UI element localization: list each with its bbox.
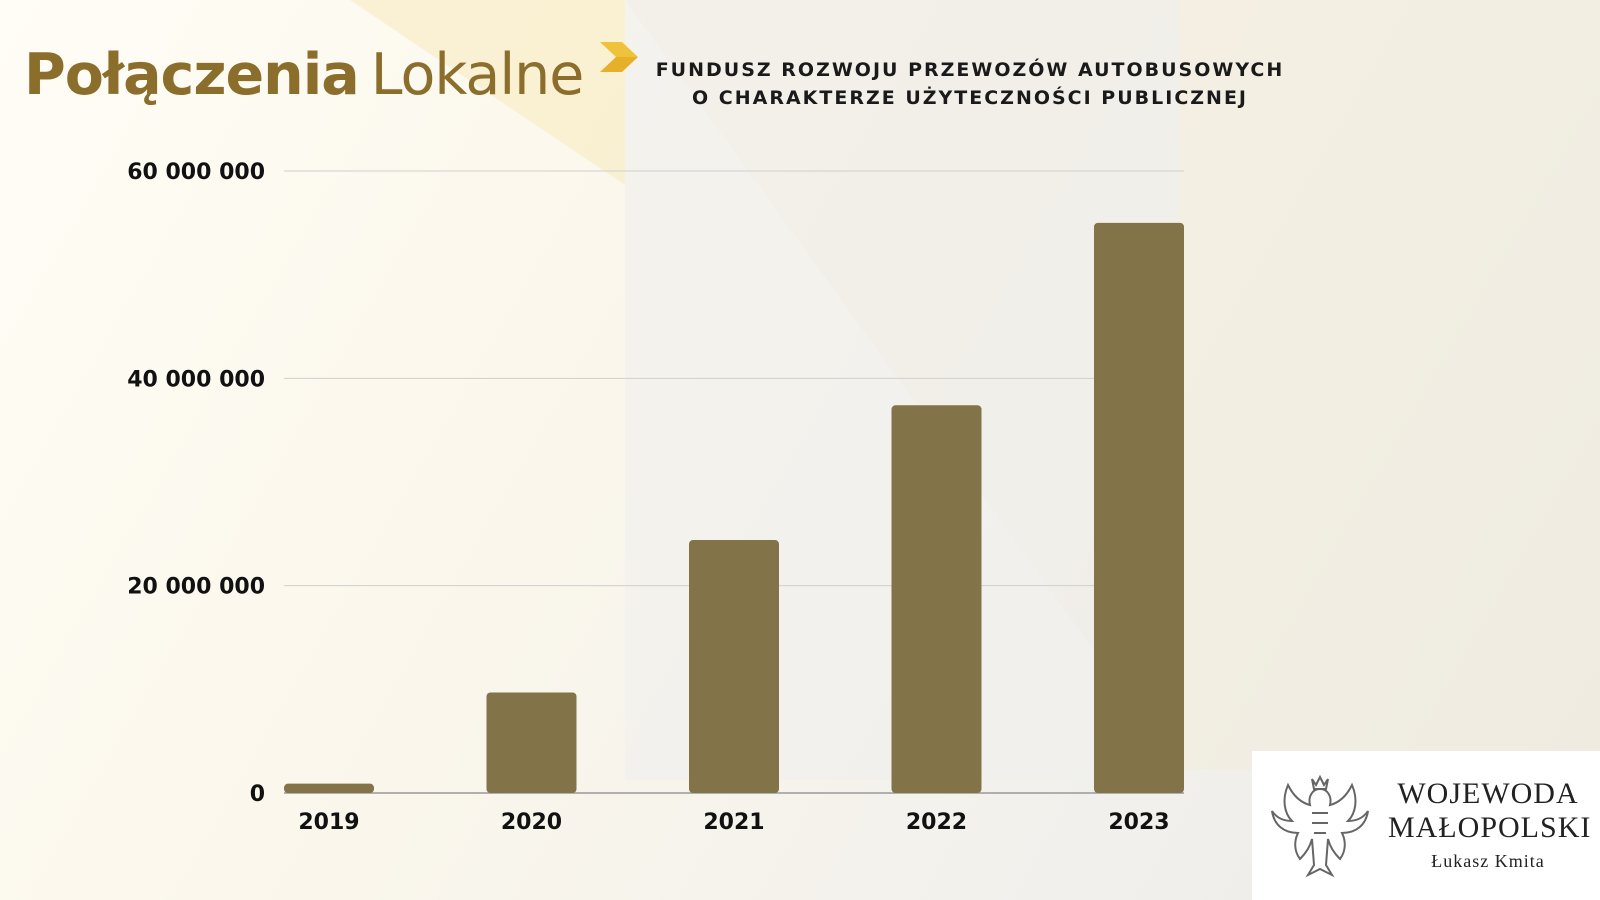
x-tick-label: 2021 bbox=[703, 810, 764, 835]
x-tick-label: 2019 bbox=[298, 810, 359, 835]
bar-2023 bbox=[1094, 222, 1184, 794]
title-line-2: O CHARAKTERZE UŻYTECZNOŚCI PUBLICZNEJ bbox=[692, 87, 1248, 109]
bar-2021 bbox=[689, 540, 779, 793]
voivode-name: Łukasz Kmita bbox=[1431, 851, 1545, 871]
voivode-title-line-1: WOJEWODA bbox=[1397, 777, 1579, 810]
arrow-icon bbox=[600, 42, 638, 72]
x-tick-label: 2020 bbox=[501, 810, 562, 835]
x-tick-label: 2022 bbox=[906, 810, 967, 835]
voivode-badge: WOJEWODA MAŁOPOLSKI Łukasz Kmita bbox=[1252, 751, 1600, 900]
y-tick-label: 0 bbox=[250, 782, 265, 807]
voivode-title: WOJEWODA MAŁOPOLSKI bbox=[1388, 777, 1592, 845]
y-tick-label: 60 000 000 bbox=[127, 160, 265, 185]
y-tick-label: 20 000 000 bbox=[127, 575, 265, 600]
logo: Połączenia Lokalne bbox=[24, 42, 585, 132]
logo-light-text: Lokalne bbox=[370, 42, 585, 108]
bar-2020 bbox=[486, 692, 577, 793]
logo-bold-text: Połączenia bbox=[24, 42, 360, 108]
bar-2019 bbox=[284, 783, 374, 793]
x-tick-label: 2023 bbox=[1108, 810, 1169, 835]
voivode-title-line-2: MAŁOPOLSKI bbox=[1388, 811, 1592, 844]
bar-2022 bbox=[891, 405, 982, 793]
title-line-1: FUNDUSZ ROZWOJU PRZEWOZÓW AUTOBUSOWYCH bbox=[655, 59, 1285, 81]
page-title: FUNDUSZ ROZWOJU PRZEWOZÓW AUTOBUSOWYCH O… bbox=[640, 56, 1300, 112]
y-tick-label: 40 000 000 bbox=[127, 367, 265, 392]
eagle-emblem-icon bbox=[1271, 774, 1369, 878]
